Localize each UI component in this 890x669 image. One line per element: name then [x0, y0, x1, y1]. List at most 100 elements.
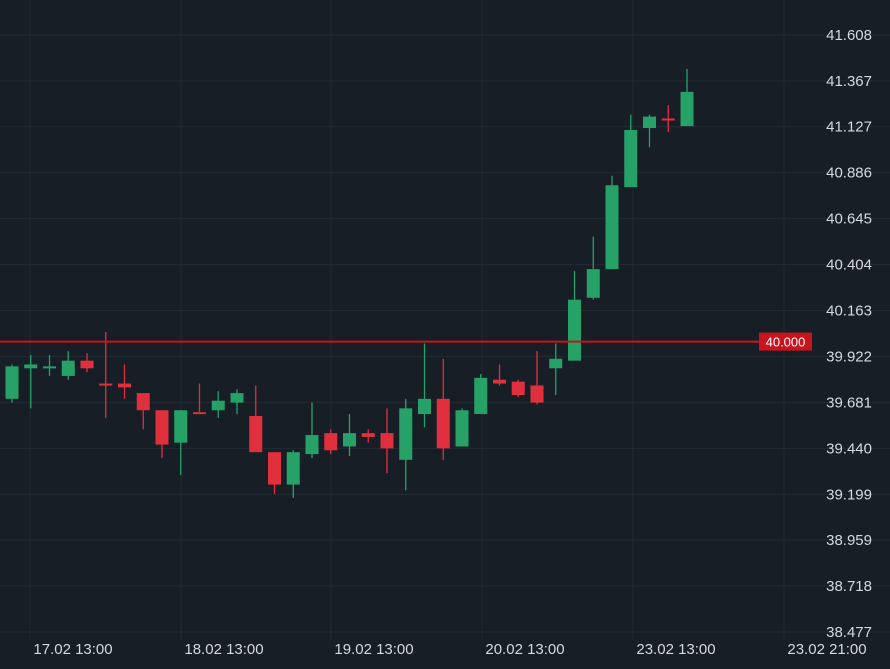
- candle-up: [455, 408, 469, 447]
- candle-up: [418, 343, 431, 428]
- candle-up: [343, 414, 356, 457]
- reference-price-label: 40.000: [766, 335, 806, 350]
- candle-body: [343, 433, 356, 447]
- grid-lines: [0, 0, 890, 640]
- candle-up: [586, 236, 600, 300]
- x-tick-label: 23.02 13:00: [636, 641, 715, 658]
- candle-up: [24, 354, 38, 409]
- y-tick-label: 40.404: [826, 257, 872, 274]
- candle-up: [5, 364, 19, 403]
- candle-body: [193, 412, 206, 415]
- y-tick-label: 41.608: [826, 27, 872, 44]
- candle-body: [136, 393, 150, 411]
- candle-body: [24, 364, 38, 369]
- x-tick-label: 17.02 13:00: [33, 641, 112, 658]
- candle-down: [511, 379, 525, 397]
- reference-line-group: 40.000: [0, 332, 812, 351]
- candle-body: [286, 452, 300, 485]
- candle-body: [493, 379, 506, 384]
- candle-body: [680, 91, 694, 127]
- candle-body: [474, 377, 488, 415]
- candle-up: [43, 354, 56, 376]
- candle-body: [624, 129, 638, 188]
- y-tick-label: 38.959: [826, 532, 872, 549]
- y-tick-label: 40.645: [826, 211, 872, 228]
- candle-body: [568, 299, 581, 361]
- candle-up: [568, 271, 581, 361]
- x-tick-label: 18.02 13:00: [184, 641, 263, 658]
- candle-down: [118, 364, 131, 399]
- y-tick-label: 41.367: [826, 73, 872, 90]
- y-tick-label: 40.886: [826, 165, 872, 182]
- candles: [5, 68, 694, 498]
- candle-body: [399, 408, 413, 460]
- x-tick-label: 20.02 13:00: [485, 641, 564, 658]
- candle-down: [268, 452, 281, 495]
- candle-down: [136, 393, 150, 430]
- candle-down: [380, 408, 394, 474]
- candle-up: [286, 450, 300, 498]
- candle-body: [118, 383, 131, 388]
- candle-up: [305, 402, 319, 458]
- candle-down: [324, 429, 338, 455]
- candle-body: [661, 118, 675, 121]
- candle-body: [643, 116, 656, 129]
- candle-down: [661, 105, 675, 132]
- candle-body: [5, 366, 19, 399]
- candle-up: [680, 68, 694, 127]
- candle-body: [418, 398, 431, 415]
- y-tick-label: 39.922: [826, 348, 872, 365]
- candle-body: [530, 385, 544, 403]
- x-tick-label: 23.02 21:00: [787, 641, 866, 658]
- y-tick-label: 38.477: [826, 624, 872, 641]
- candle-down: [155, 410, 169, 458]
- candle-down: [436, 358, 450, 460]
- candle-body: [249, 415, 263, 453]
- y-tick-label: 38.718: [826, 578, 872, 595]
- candle-up: [549, 343, 563, 395]
- axes: 41.608 41.367 41.127 40.886 40.645 40.404 40.1…: [33, 27, 872, 658]
- candle-down: [493, 364, 506, 386]
- candle-up: [399, 398, 413, 491]
- candle-body: [43, 366, 56, 369]
- candle-up: [643, 114, 656, 148]
- candle-body: [511, 381, 525, 395]
- candle-up: [61, 351, 75, 380]
- candle-down: [361, 429, 375, 443]
- candle-body: [211, 400, 225, 411]
- candle-up: [230, 389, 244, 415]
- candle-body: [361, 433, 375, 437]
- candle-body: [230, 393, 244, 403]
- candle-down: [80, 353, 94, 373]
- candle-body: [174, 410, 188, 443]
- candle-body: [586, 269, 600, 298]
- candle-body: [324, 433, 338, 451]
- candle-body: [605, 185, 619, 270]
- candle-down: [99, 332, 113, 418]
- x-tick-label: 19.02 13:00: [334, 641, 413, 658]
- reference-price-badge: [759, 332, 812, 351]
- candle-up: [211, 391, 225, 418]
- candle-down: [530, 351, 544, 405]
- candle-up: [174, 410, 188, 476]
- y-tick-label: 40.163: [826, 303, 872, 320]
- candle-up: [474, 374, 488, 415]
- y-tick-label: 39.199: [826, 486, 872, 503]
- candle-body: [61, 360, 75, 376]
- candle-body: [99, 383, 113, 386]
- candle-body: [455, 410, 469, 447]
- candle-body: [436, 398, 450, 449]
- candle-body: [155, 410, 169, 445]
- candle-body: [268, 452, 281, 485]
- candle-body: [549, 358, 563, 369]
- candle-body: [305, 435, 319, 455]
- candle-up: [605, 175, 619, 270]
- y-tick-label: 41.127: [826, 119, 872, 136]
- candle-down: [249, 385, 263, 453]
- y-tick-label: 39.440: [826, 440, 872, 457]
- candle-down: [193, 383, 206, 415]
- candle-body: [80, 360, 94, 369]
- y-tick-label: 39.681: [826, 394, 872, 411]
